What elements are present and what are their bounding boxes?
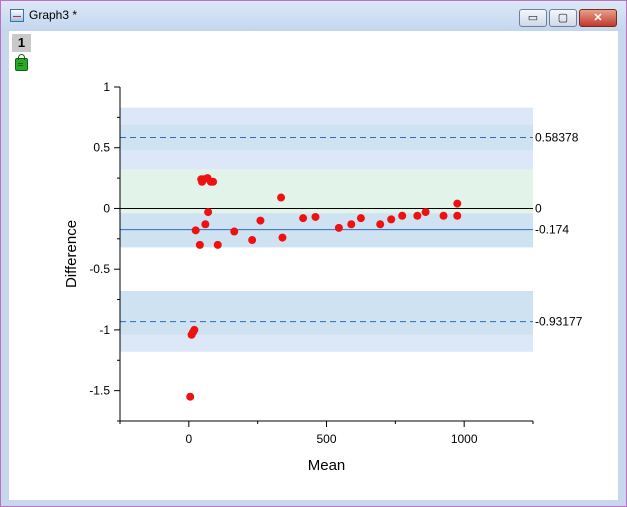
y-tick-label: -1.5: [89, 384, 110, 398]
data-point: [190, 325, 199, 334]
title-bar[interactable]: Graph3 * ▭ ▢ ✕: [1, 1, 626, 31]
data-point: [453, 211, 462, 220]
data-point: [453, 199, 462, 208]
data-point: [387, 215, 396, 224]
data-point: [356, 214, 365, 223]
data-point: [213, 240, 222, 249]
graph-page: 1 0.58378 0 -0.174 -0.93177 1 0.5 0 -0.5 -1 -1.5 0…: [9, 31, 618, 500]
reference-label-3: -0.93177: [535, 315, 583, 329]
band-3: [120, 213, 533, 248]
reference-label-1: 0: [535, 201, 542, 215]
y-tick-label: 1: [103, 80, 110, 94]
data-point: [421, 208, 430, 217]
data-point: [209, 177, 218, 186]
data-point: [439, 211, 448, 220]
y-tick-label: -1: [99, 323, 110, 337]
reference-label-0: 0.58378: [535, 131, 579, 145]
data-point: [186, 392, 195, 401]
data-point: [398, 211, 407, 220]
data-point: [201, 220, 210, 229]
data-point: [311, 212, 320, 221]
maximize-button[interactable]: ▢: [549, 9, 577, 27]
data-point: [413, 211, 422, 220]
x-tick-label: 1000: [451, 432, 478, 446]
x-tick-label: 0: [185, 432, 192, 446]
reference-label-2: -0.174: [535, 223, 569, 237]
data-point: [195, 240, 204, 249]
minimize-button[interactable]: ▭: [519, 9, 547, 27]
data-point: [277, 193, 286, 202]
data-point: [376, 220, 385, 229]
data-point: [278, 233, 287, 242]
data-point: [204, 208, 213, 217]
lock-icon[interactable]: [15, 54, 28, 71]
data-point: [191, 226, 200, 235]
y-axis-title: Difference: [63, 220, 80, 288]
band-5: [120, 291, 533, 335]
data-point: [347, 220, 356, 229]
data-point: [334, 223, 343, 232]
x-tick-label: 500: [316, 432, 336, 446]
y-tick-label: -0.5: [89, 262, 110, 276]
y-tick-label: 0.5: [93, 141, 110, 155]
data-point: [230, 227, 239, 236]
chart: 0.58378 0 -0.174 -0.93177 1 0.5 0 -0.5 -1 -1.5 0 50…: [63, 80, 583, 474]
data-point: [299, 214, 308, 223]
data-point: [256, 216, 265, 225]
data-point: [248, 236, 257, 245]
window-title: Graph3 *: [29, 8, 78, 22]
x-axis-title: Mean: [308, 457, 346, 474]
close-button[interactable]: ✕: [579, 9, 617, 27]
layer-tab-1[interactable]: 1: [12, 34, 31, 52]
graph-window-icon[interactable]: [10, 9, 24, 22]
y-tick-label: 0: [103, 201, 110, 215]
